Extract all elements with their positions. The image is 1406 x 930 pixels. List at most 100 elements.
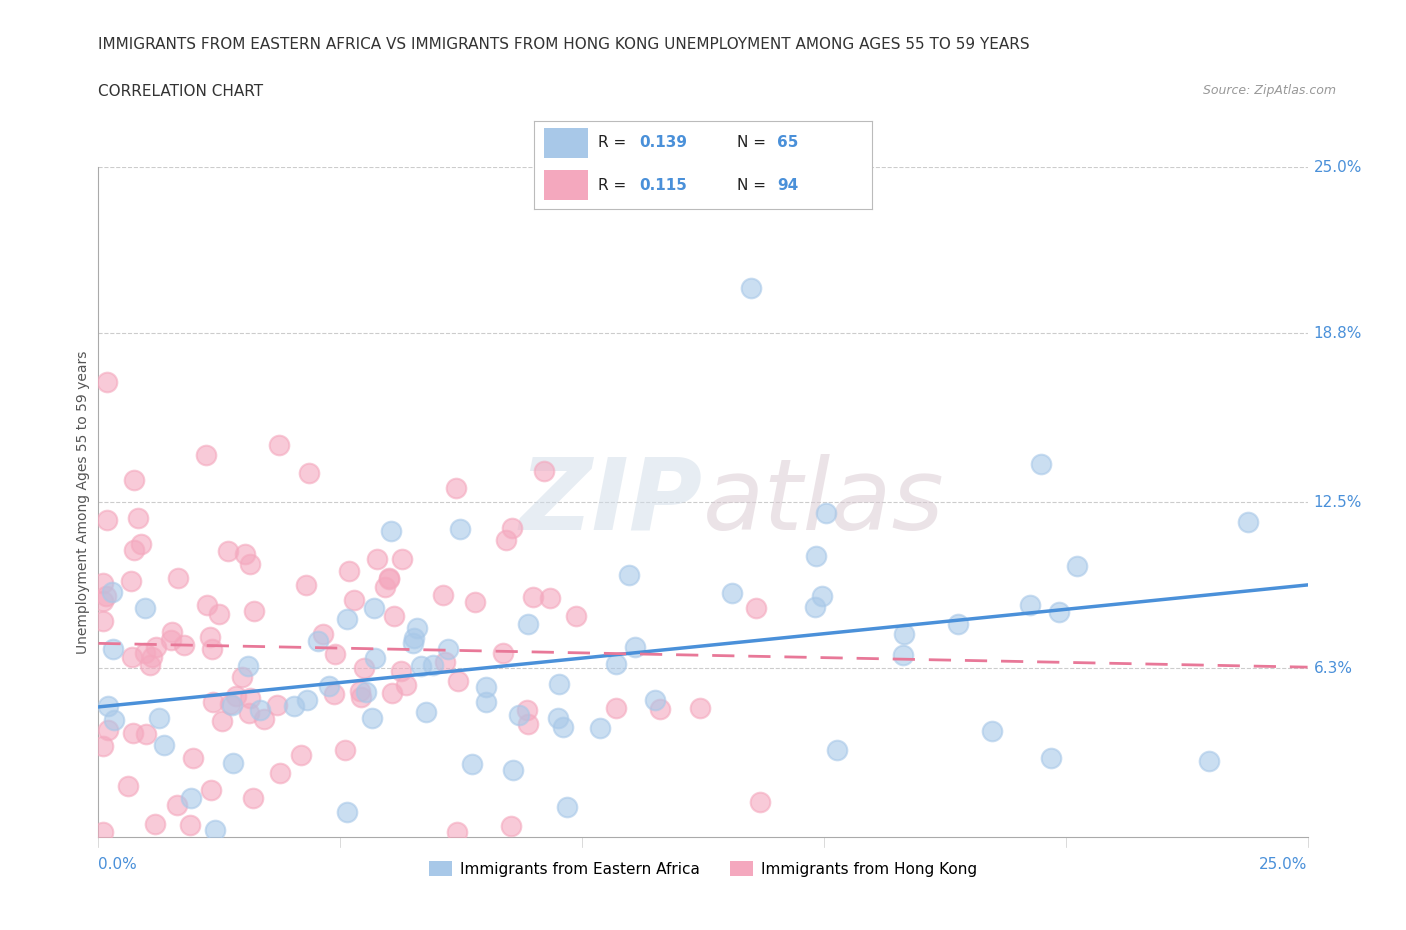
Point [564, 608, 586, 623]
Text: 25.0%: 25.0% [1260, 857, 1308, 872]
Point [538, 591, 561, 605]
Text: N =: N = [737, 136, 770, 151]
Point [446, 824, 468, 839]
FancyBboxPatch shape [544, 170, 588, 201]
Text: 18.8%: 18.8% [1313, 326, 1362, 341]
Point [391, 551, 413, 566]
Point [384, 608, 406, 623]
Point [253, 711, 276, 726]
Point [516, 717, 538, 732]
Point [502, 763, 524, 777]
Point [145, 640, 167, 655]
Point [239, 690, 262, 705]
Point [1019, 598, 1042, 613]
Point [221, 698, 243, 712]
Point [242, 604, 264, 618]
Point [389, 663, 412, 678]
Point [432, 588, 454, 603]
Point [242, 791, 264, 806]
Point [689, 700, 711, 715]
Point [475, 680, 498, 695]
Text: 0.139: 0.139 [638, 136, 688, 151]
Point [474, 695, 496, 710]
Point [404, 631, 426, 645]
Point [195, 447, 218, 462]
Point [464, 594, 486, 609]
Point [322, 686, 344, 701]
Point [893, 627, 915, 642]
Point [153, 738, 176, 753]
Point [225, 688, 247, 703]
Point [740, 281, 762, 296]
Point [91, 824, 114, 839]
Point [117, 779, 139, 794]
Point [553, 720, 575, 735]
Point [744, 600, 766, 615]
Point [267, 437, 290, 452]
Point [91, 614, 114, 629]
Point [318, 679, 340, 694]
Point [402, 636, 425, 651]
Point [605, 657, 627, 671]
Point [415, 705, 437, 720]
Point [555, 800, 578, 815]
Point [134, 601, 156, 616]
Point [547, 711, 569, 726]
Point [501, 819, 523, 834]
Point [1237, 515, 1260, 530]
Point [337, 564, 360, 578]
Point [120, 573, 142, 588]
Point [948, 617, 970, 631]
Point [589, 720, 612, 735]
Point [748, 794, 770, 809]
Point [219, 697, 242, 711]
Point [179, 817, 201, 832]
Point [354, 684, 377, 699]
Text: atlas: atlas [703, 454, 945, 551]
Point [644, 693, 666, 708]
Point [134, 645, 156, 660]
Point [204, 823, 226, 838]
Point [406, 620, 429, 635]
Text: CORRELATION CHART: CORRELATION CHART [98, 84, 263, 99]
Point [295, 693, 318, 708]
Point [1198, 754, 1220, 769]
Y-axis label: Unemployment Among Ages 55 to 59 years: Unemployment Among Ages 55 to 59 years [76, 351, 90, 654]
Point [343, 593, 366, 608]
Point [290, 748, 312, 763]
Point [323, 646, 346, 661]
Point [422, 658, 444, 672]
Point [1040, 751, 1063, 765]
Point [97, 698, 120, 713]
Point [122, 473, 145, 488]
Point [395, 677, 418, 692]
Point [825, 742, 848, 757]
Point [721, 586, 744, 601]
Point [449, 522, 471, 537]
Text: 0.115: 0.115 [638, 178, 686, 193]
Point [312, 626, 335, 641]
Point [217, 543, 239, 558]
Point [239, 557, 262, 572]
Point [96, 512, 118, 527]
Point [195, 597, 218, 612]
Text: R =: R = [599, 178, 631, 193]
Point [336, 805, 359, 820]
Point [980, 724, 1002, 738]
Point [381, 685, 404, 700]
Point [437, 642, 460, 657]
Point [201, 642, 224, 657]
Point [522, 590, 544, 604]
Point [501, 521, 523, 536]
Point [97, 723, 120, 737]
Point [235, 547, 257, 562]
FancyBboxPatch shape [544, 128, 588, 158]
Point [508, 708, 530, 723]
Point [446, 481, 468, 496]
Point [294, 578, 316, 592]
Point [283, 698, 305, 713]
Point [619, 567, 641, 582]
Point [94, 589, 117, 604]
Point [96, 374, 118, 389]
Point [364, 651, 387, 666]
